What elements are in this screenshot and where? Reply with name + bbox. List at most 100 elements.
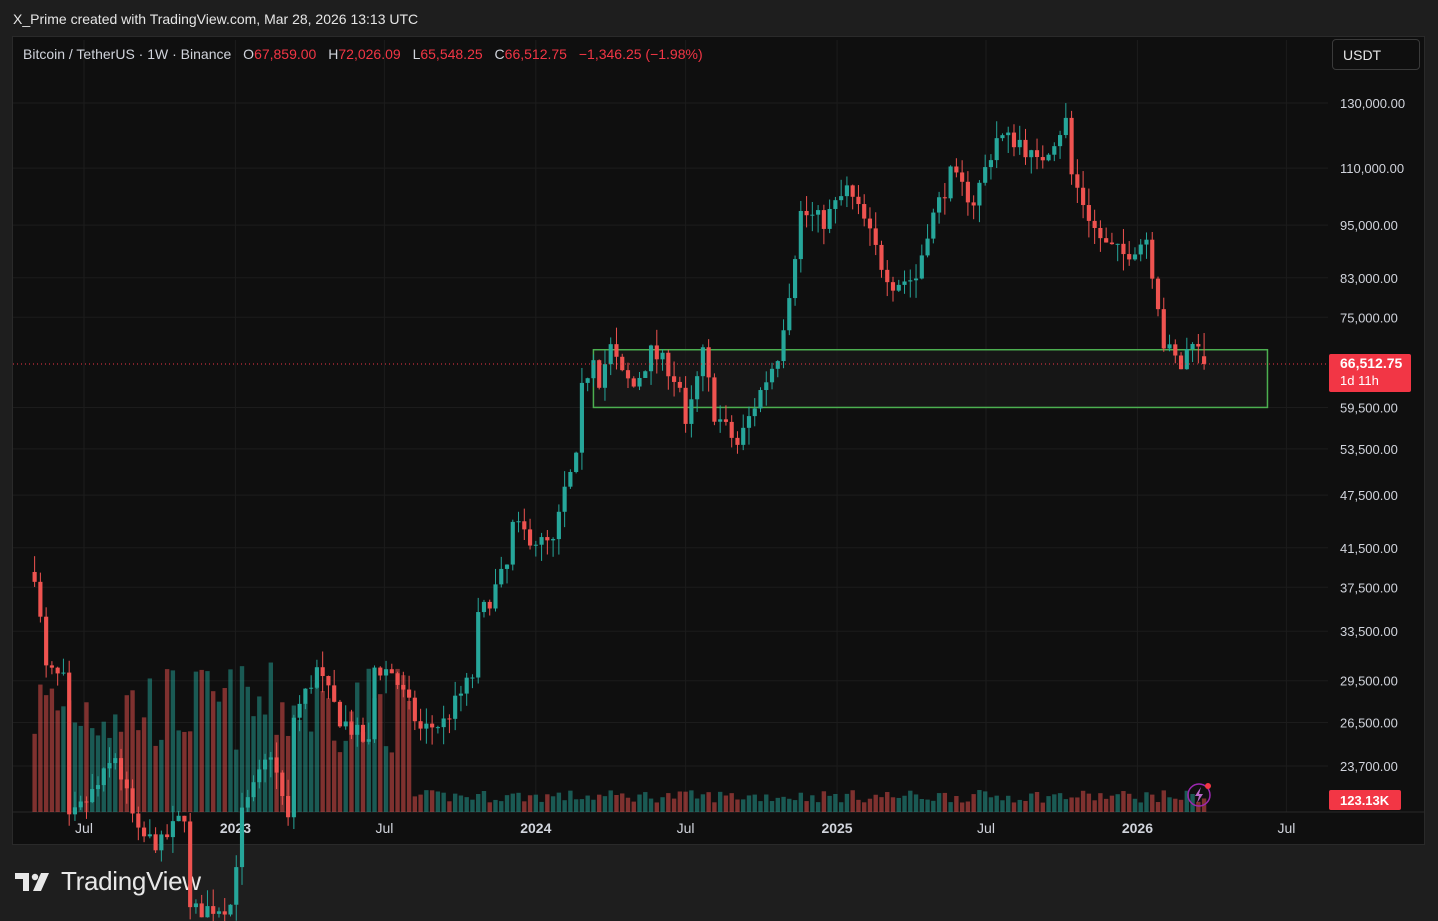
candle-body[interactable]	[504, 564, 510, 569]
candle-body[interactable]	[960, 172, 965, 182]
candle-body[interactable]	[1138, 244, 1143, 255]
candle-body[interactable]	[188, 821, 193, 908]
candle-body[interactable]	[95, 785, 101, 790]
candle-body[interactable]	[38, 581, 43, 617]
candle-body[interactable]	[608, 344, 613, 365]
candle-body[interactable]	[1081, 187, 1086, 206]
candle-body[interactable]	[32, 571, 37, 582]
candle-body[interactable]	[130, 788, 135, 814]
candle-body[interactable]	[764, 382, 769, 391]
candle-body[interactable]	[775, 361, 780, 369]
candle-body[interactable]	[1178, 355, 1184, 370]
candle-body[interactable]	[620, 356, 625, 371]
candle-body[interactable]	[193, 903, 199, 908]
candle-body[interactable]	[1017, 139, 1022, 148]
candle-body[interactable]	[1167, 344, 1172, 349]
candle-body[interactable]	[101, 768, 106, 786]
candle-body[interactable]	[522, 521, 527, 530]
candle-body[interactable]	[401, 684, 406, 690]
candle-body[interactable]	[412, 697, 417, 722]
candle-body[interactable]	[216, 911, 222, 914]
candle-body[interactable]	[683, 387, 688, 424]
candle-body[interactable]	[948, 166, 953, 199]
candle-body[interactable]	[314, 667, 319, 688]
candle-body[interactable]	[1144, 239, 1149, 245]
candle-body[interactable]	[1184, 349, 1189, 370]
candle-body[interactable]	[971, 202, 976, 206]
candle-body[interactable]	[752, 408, 757, 417]
candle-body[interactable]	[1075, 174, 1080, 188]
candle-body[interactable]	[551, 539, 556, 541]
candle-body[interactable]	[1000, 135, 1005, 139]
candle-body[interactable]	[430, 723, 435, 728]
candle-body[interactable]	[1052, 146, 1057, 155]
candle-body[interactable]	[1046, 154, 1051, 161]
candle-body[interactable]	[153, 834, 158, 851]
candle-body[interactable]	[332, 685, 337, 702]
candle-body[interactable]	[274, 757, 279, 773]
candle-body[interactable]	[1109, 242, 1114, 245]
candle-body[interactable]	[602, 364, 608, 388]
candle-body[interactable]	[61, 672, 66, 674]
candle-body[interactable]	[262, 759, 268, 770]
candle-body[interactable]	[856, 196, 861, 205]
candle-body[interactable]	[1063, 117, 1068, 136]
candle-body[interactable]	[983, 167, 988, 183]
candle-body[interactable]	[758, 390, 763, 409]
candle-body[interactable]	[453, 695, 458, 719]
candle-body[interactable]	[712, 377, 717, 422]
candle-body[interactable]	[885, 269, 890, 283]
candle-body[interactable]	[251, 782, 256, 798]
candle-body[interactable]	[1029, 150, 1034, 158]
candle-body[interactable]	[769, 368, 775, 383]
candle-body[interactable]	[516, 521, 521, 523]
candle-body[interactable]	[147, 834, 152, 837]
candle-body[interactable]	[182, 815, 187, 822]
candle-body[interactable]	[746, 416, 752, 428]
candle-body[interactable]	[383, 669, 389, 676]
candle-body[interactable]	[908, 280, 913, 282]
candle-body[interactable]	[867, 218, 873, 229]
candle-body[interactable]	[1196, 344, 1201, 347]
candle-body[interactable]	[1040, 157, 1045, 161]
candle-body[interactable]	[677, 381, 682, 388]
candle-body[interactable]	[827, 208, 832, 229]
candle-body[interactable]	[124, 779, 129, 789]
candle-body[interactable]	[533, 544, 538, 546]
candle-body[interactable]	[718, 419, 723, 422]
candle-body[interactable]	[78, 801, 83, 808]
candle-body[interactable]	[666, 352, 671, 377]
candle-body[interactable]	[862, 204, 867, 219]
candle-body[interactable]	[476, 612, 481, 678]
candle-body[interactable]	[320, 667, 325, 677]
candle-body[interactable]	[499, 568, 504, 585]
candle-body[interactable]	[821, 210, 826, 229]
candle-body[interactable]	[1150, 239, 1155, 279]
candle-body[interactable]	[631, 378, 636, 387]
candle-body[interactable]	[643, 371, 648, 378]
candle-body[interactable]	[239, 807, 245, 868]
candle-body[interactable]	[902, 281, 907, 285]
candle-body[interactable]	[562, 486, 567, 512]
candle-body[interactable]	[700, 347, 705, 377]
candle-body[interactable]	[614, 344, 619, 357]
candle-body[interactable]	[493, 584, 498, 609]
candle-body[interactable]	[890, 282, 896, 291]
candle-body[interactable]	[378, 667, 383, 676]
candle-body[interactable]	[1161, 309, 1166, 349]
candle-body[interactable]	[136, 813, 141, 828]
candle-body[interactable]	[211, 906, 216, 914]
candle-body[interactable]	[118, 758, 124, 780]
candle-body[interactable]	[798, 210, 803, 260]
candle-body[interactable]	[706, 347, 711, 378]
candle-body[interactable]	[695, 376, 700, 400]
candle-body[interactable]	[1104, 238, 1109, 243]
candle-body[interactable]	[873, 228, 878, 245]
candle-body[interactable]	[879, 244, 884, 270]
candle-body[interactable]	[142, 827, 147, 837]
candle-body[interactable]	[804, 210, 809, 216]
candle-body[interactable]	[672, 376, 677, 382]
candle-body[interactable]	[280, 772, 285, 797]
candle-body[interactable]	[199, 903, 204, 918]
candle-body[interactable]	[1190, 344, 1195, 350]
